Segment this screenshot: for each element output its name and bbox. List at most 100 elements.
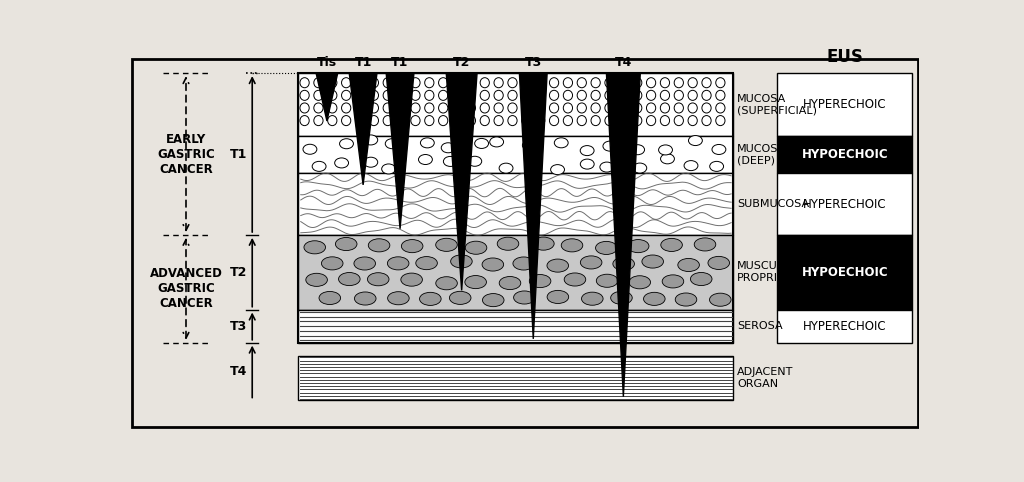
Ellipse shape <box>701 90 711 100</box>
Ellipse shape <box>551 165 564 174</box>
Ellipse shape <box>500 277 521 290</box>
Ellipse shape <box>355 90 365 100</box>
Text: Tis: Tis <box>316 55 337 68</box>
Ellipse shape <box>716 78 725 88</box>
Ellipse shape <box>401 240 423 253</box>
Ellipse shape <box>550 103 559 113</box>
Ellipse shape <box>499 163 513 173</box>
Ellipse shape <box>441 143 455 153</box>
Ellipse shape <box>397 78 407 88</box>
Ellipse shape <box>563 103 572 113</box>
Ellipse shape <box>563 90 572 100</box>
Text: SUBMUCOSA: SUBMUCOSA <box>737 199 809 209</box>
Ellipse shape <box>633 116 642 126</box>
Ellipse shape <box>618 90 628 100</box>
Polygon shape <box>606 73 640 397</box>
Ellipse shape <box>581 256 602 269</box>
Text: T2: T2 <box>229 266 247 279</box>
Ellipse shape <box>550 78 559 88</box>
Ellipse shape <box>304 241 326 254</box>
Ellipse shape <box>328 103 337 113</box>
Ellipse shape <box>425 103 434 113</box>
Ellipse shape <box>342 116 351 126</box>
Text: HYPOECHOIC: HYPOECHOIC <box>802 266 888 279</box>
Ellipse shape <box>628 240 649 253</box>
Ellipse shape <box>354 257 376 270</box>
Ellipse shape <box>605 116 614 126</box>
Ellipse shape <box>388 292 410 305</box>
Ellipse shape <box>591 78 600 88</box>
Ellipse shape <box>688 78 697 88</box>
Ellipse shape <box>561 239 583 252</box>
Ellipse shape <box>633 78 642 88</box>
Ellipse shape <box>660 154 675 164</box>
Text: T1: T1 <box>391 55 409 68</box>
Polygon shape <box>386 73 414 229</box>
Ellipse shape <box>482 258 504 271</box>
Ellipse shape <box>494 116 503 126</box>
Ellipse shape <box>468 156 481 166</box>
Ellipse shape <box>400 273 423 286</box>
Ellipse shape <box>660 90 670 100</box>
Ellipse shape <box>453 90 462 100</box>
Ellipse shape <box>678 258 699 271</box>
Ellipse shape <box>688 90 697 100</box>
Ellipse shape <box>716 103 725 113</box>
Ellipse shape <box>629 276 650 289</box>
Ellipse shape <box>342 90 351 100</box>
Ellipse shape <box>642 255 664 268</box>
Text: T4: T4 <box>614 55 632 68</box>
Text: MUSCULARIS
PROPRIA: MUSCULARIS PROPRIA <box>737 261 810 283</box>
Ellipse shape <box>368 273 389 286</box>
Ellipse shape <box>453 116 462 126</box>
Text: T3: T3 <box>524 55 542 68</box>
Ellipse shape <box>397 116 407 126</box>
Ellipse shape <box>513 257 535 270</box>
Ellipse shape <box>578 103 587 113</box>
Text: HYPERECHOIC: HYPERECHOIC <box>803 320 887 333</box>
Ellipse shape <box>494 90 503 100</box>
Ellipse shape <box>397 103 407 113</box>
Ellipse shape <box>411 78 420 88</box>
Ellipse shape <box>536 90 545 100</box>
Ellipse shape <box>364 135 378 145</box>
Ellipse shape <box>660 103 670 113</box>
Ellipse shape <box>690 272 712 285</box>
Ellipse shape <box>438 116 447 126</box>
Ellipse shape <box>674 90 683 100</box>
Ellipse shape <box>438 103 447 113</box>
Ellipse shape <box>466 90 475 100</box>
Ellipse shape <box>383 90 392 100</box>
Ellipse shape <box>370 116 379 126</box>
Ellipse shape <box>421 138 434 148</box>
Ellipse shape <box>466 78 475 88</box>
Ellipse shape <box>716 90 725 100</box>
Ellipse shape <box>383 103 392 113</box>
Ellipse shape <box>383 78 392 88</box>
Ellipse shape <box>536 116 545 126</box>
Ellipse shape <box>532 237 554 250</box>
Bar <box>777 174 912 235</box>
Ellipse shape <box>710 161 724 172</box>
Ellipse shape <box>633 90 642 100</box>
Ellipse shape <box>436 277 458 290</box>
Ellipse shape <box>465 241 486 254</box>
Ellipse shape <box>340 139 353 149</box>
Text: HYPERECHOIC: HYPERECHOIC <box>803 98 887 111</box>
Text: HYPERECHOIC: HYPERECHOIC <box>803 198 887 211</box>
Ellipse shape <box>684 161 698 171</box>
Ellipse shape <box>443 157 458 166</box>
Bar <box>298 136 733 174</box>
Ellipse shape <box>328 90 337 100</box>
Ellipse shape <box>450 291 471 305</box>
Ellipse shape <box>596 241 617 254</box>
Ellipse shape <box>475 138 488 148</box>
Ellipse shape <box>646 116 655 126</box>
Ellipse shape <box>610 291 632 304</box>
Ellipse shape <box>591 90 600 100</box>
Ellipse shape <box>313 103 323 113</box>
Ellipse shape <box>547 290 568 304</box>
Ellipse shape <box>480 90 489 100</box>
Bar <box>777 235 912 309</box>
Ellipse shape <box>660 239 682 252</box>
